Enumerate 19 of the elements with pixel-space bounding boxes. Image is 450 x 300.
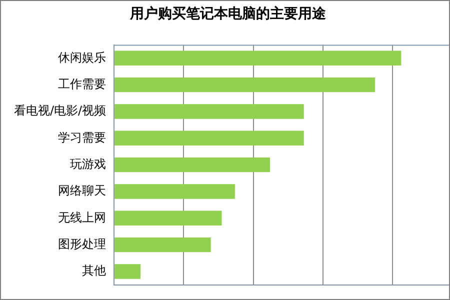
bar [114,50,402,66]
bar [114,264,140,279]
y-tick-label: 网络聊天 [58,184,106,198]
bar [114,210,222,226]
y-tick-label: 图形处理 [58,236,106,251]
bar [114,184,235,199]
y-tick-label: 其他 [82,264,106,278]
bar [114,157,270,172]
bar [114,130,304,146]
bar [114,77,376,92]
y-tick-label: 学习需要 [58,130,106,144]
y-tick-label: 无线上网 [58,210,106,224]
y-tick-label: 工作需要 [58,76,106,91]
y-tick-label: 休闲娱乐 [58,50,106,64]
bar [114,237,211,252]
chart-title: 用户购买笔记本电脑的主要用途 [129,5,327,22]
y-tick-label: 看电视/电影/视频 [14,104,106,118]
bar [114,104,304,119]
y-tick-label: 玩游戏 [70,156,106,171]
